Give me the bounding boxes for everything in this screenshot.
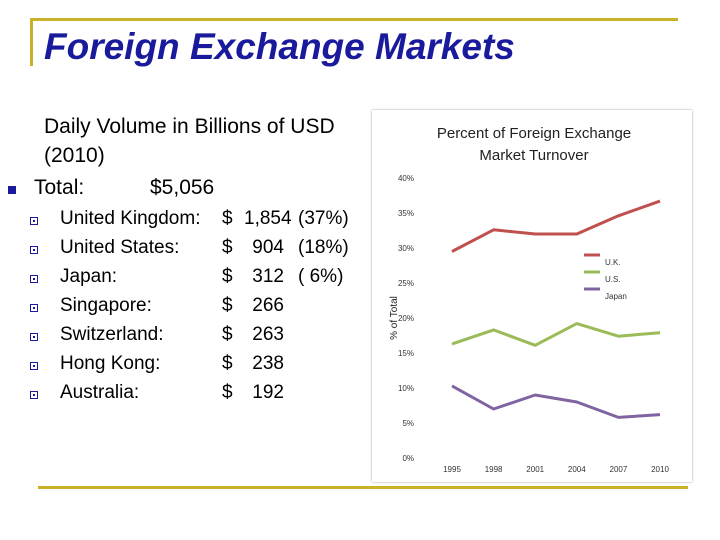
y-tick-labels: 0% 5% 10% 15% 20% 25% 30% 35% 40% (398, 174, 414, 463)
share-percent: ( 6%) (298, 266, 344, 287)
chart-legend: U.K. U.S. Japan (584, 253, 627, 301)
x-tick-labels: 1995 1998 2001 2004 2007 2010 (443, 465, 669, 474)
legend-label: Japan (605, 292, 627, 301)
country-name: Australia: (60, 382, 140, 403)
total-value: $5,056 (150, 176, 215, 199)
checkbox-bullet-icon (30, 246, 38, 254)
volume-amount: 266 (252, 295, 284, 316)
x-tick-label: 1998 (485, 465, 503, 474)
slide-title: Foreign Exchange Markets (44, 26, 515, 67)
country-name: Switzerland: (60, 324, 164, 345)
currency-symbol: $ (222, 208, 233, 229)
share-percent: (37%) (298, 208, 349, 229)
y-tick-label: 30% (398, 244, 414, 253)
country-name: Hong Kong: (60, 353, 161, 374)
chart-title-line2: Market Turnover (479, 147, 588, 164)
y-tick-label: 40% (398, 174, 414, 183)
currency-symbol: $ (222, 324, 233, 345)
volume-amount: 904 (252, 237, 284, 258)
y-tick-label: 15% (398, 349, 414, 358)
country-name: United States: (60, 237, 180, 258)
currency-symbol: $ (222, 353, 233, 374)
title-frame-top (30, 18, 678, 21)
volume-amount: 263 (252, 324, 284, 345)
legend-label: U.S. (605, 275, 621, 284)
x-tick-label: 2007 (610, 465, 628, 474)
currency-symbol: $ (222, 382, 233, 403)
footer-rule (38, 486, 688, 489)
checkbox-bullet-icon (30, 362, 38, 370)
y-axis-label: % of Total (389, 296, 400, 340)
currency-symbol: $ (222, 266, 233, 287)
country-name: Japan: (60, 266, 118, 287)
chart-title-line1: Percent of Foreign Exchange (437, 125, 631, 142)
series-line-japan (451, 384, 661, 419)
volume-amount: 238 (252, 353, 284, 374)
series-line-uk (451, 199, 661, 253)
share-percent: (18%) (298, 237, 349, 258)
series-lines (451, 199, 661, 419)
title-frame-left (30, 18, 33, 66)
y-tick-label: 10% (398, 384, 414, 393)
x-tick-label: 2001 (526, 465, 544, 474)
series-line-us (451, 322, 661, 347)
x-tick-label: 2010 (651, 465, 669, 474)
volume-amount: 312 (252, 266, 284, 287)
checkbox-bullet-icon (30, 304, 38, 312)
x-tick-label: 2004 (568, 465, 586, 474)
x-tick-label: 1995 (443, 465, 461, 474)
bullet-icon (8, 186, 16, 194)
checkbox-bullet-icon (30, 217, 38, 225)
y-tick-label: 35% (398, 209, 414, 218)
chart-svg: Percent of Foreign Exchange Market Turno… (389, 125, 669, 474)
volume-amount: 192 (252, 382, 284, 403)
legend-label: U.K. (605, 258, 621, 267)
country-name: Singapore: (60, 295, 152, 316)
y-tick-label: 5% (402, 419, 414, 428)
currency-symbol: $ (222, 237, 233, 258)
total-label: Total: (34, 176, 85, 199)
y-tick-label: 25% (398, 279, 414, 288)
checkbox-bullet-icon (30, 391, 38, 399)
country-name: United Kingdom: (60, 208, 201, 229)
volume-amount: 1,854 (244, 208, 292, 229)
y-tick-label: 0% (402, 454, 414, 463)
checkbox-bullet-icon (30, 275, 38, 283)
turnover-chart: Percent of Foreign Exchange Market Turno… (372, 110, 692, 482)
y-tick-label: 20% (398, 314, 414, 323)
subheading: Daily Volume in Billions of USD (2010) (44, 115, 335, 167)
currency-symbol: $ (222, 295, 233, 316)
checkbox-bullet-icon (30, 333, 38, 341)
